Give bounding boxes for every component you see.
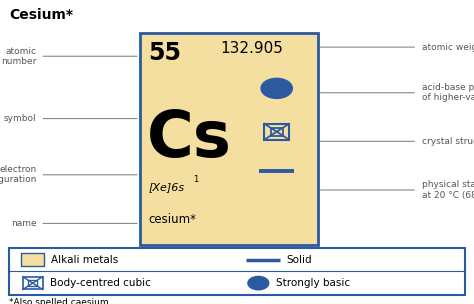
Text: Strongly basic: Strongly basic <box>276 278 350 288</box>
Text: 1: 1 <box>193 175 199 185</box>
Text: atomic weight: atomic weight <box>422 43 474 52</box>
Text: Body-centred cubic: Body-centred cubic <box>50 278 151 288</box>
Text: *Also spelled caesium.: *Also spelled caesium. <box>9 298 112 304</box>
Circle shape <box>261 78 292 98</box>
Bar <box>140 33 318 245</box>
Text: crystal structure: crystal structure <box>422 137 474 146</box>
Text: Alkali metals: Alkali metals <box>51 254 118 264</box>
Text: Solid: Solid <box>287 254 312 264</box>
Circle shape <box>248 276 269 290</box>
Bar <box>264 124 289 140</box>
Bar <box>9 248 465 295</box>
Bar <box>271 128 283 136</box>
Text: 55: 55 <box>148 41 182 65</box>
Bar <box>23 277 43 289</box>
Text: Cesium*: Cesium* <box>9 8 73 22</box>
Text: 132.905: 132.905 <box>220 41 283 56</box>
Text: cesium*: cesium* <box>148 213 196 226</box>
Text: Cs: Cs <box>147 108 232 170</box>
Text: acid-base properties
of higher-valence oxides: acid-base properties of higher-valence o… <box>422 83 474 102</box>
Text: name: name <box>11 219 36 228</box>
Text: electron
configuration: electron configuration <box>0 165 36 185</box>
Text: physical state
at 20 °C (68 °F): physical state at 20 °C (68 °F) <box>422 180 474 200</box>
Text: [Xe]6s: [Xe]6s <box>148 181 184 192</box>
Bar <box>28 280 37 286</box>
Text: atomic
number: atomic number <box>1 47 36 66</box>
Bar <box>21 253 44 266</box>
Text: symbol: symbol <box>4 114 36 123</box>
